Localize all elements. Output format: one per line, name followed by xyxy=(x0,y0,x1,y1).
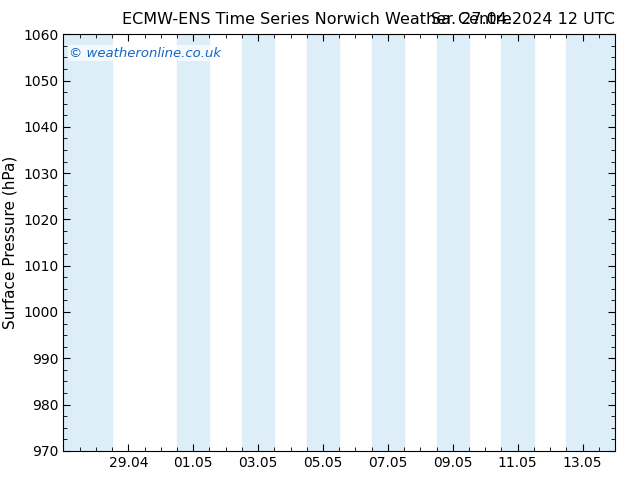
Bar xyxy=(501,34,534,451)
Text: Sa. 27.04.2024 12 UTC: Sa. 27.04.2024 12 UTC xyxy=(431,12,615,27)
Bar xyxy=(566,34,615,451)
Y-axis label: Surface Pressure (hPa): Surface Pressure (hPa) xyxy=(3,156,18,329)
Text: © weatheronline.co.uk: © weatheronline.co.uk xyxy=(69,47,221,60)
Bar xyxy=(177,34,209,451)
Text: ECMW-ENS Time Series Norwich Weather Centre: ECMW-ENS Time Series Norwich Weather Cen… xyxy=(122,12,512,27)
Bar xyxy=(242,34,275,451)
Bar xyxy=(437,34,469,451)
Bar xyxy=(307,34,339,451)
Bar xyxy=(372,34,404,451)
Bar xyxy=(63,34,112,451)
